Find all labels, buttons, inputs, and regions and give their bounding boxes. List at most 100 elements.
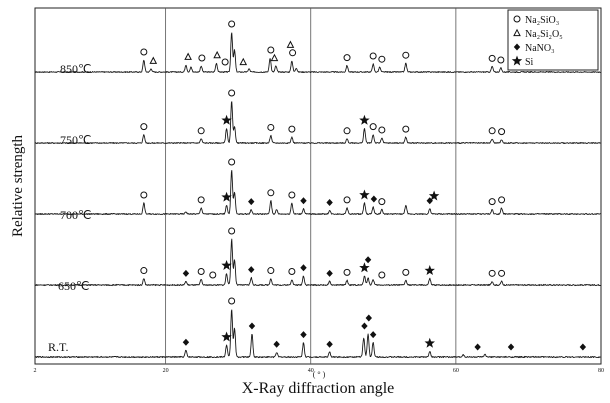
phase-markers [140,20,587,351]
na2sio3-marker [267,123,275,131]
na2si2o5-marker [184,52,192,60]
na2sio3-marker [378,271,386,279]
na2sio3-marker [369,52,377,60]
trace-1 [34,32,601,73]
na2sio3-marker [140,191,148,199]
series-label: 850℃ [60,62,91,76]
si-marker [221,114,232,125]
x-axis-label: X-Ray diffraction angle [242,380,395,397]
na2sio3-marker [369,123,377,131]
na2sio3-marker [228,20,236,28]
na2si2o5-marker [270,53,279,62]
legend-label: Si [525,57,534,68]
legend-label: Na₂SiO₃ [525,15,559,26]
nano3-marker [182,338,190,346]
na2sio3-marker [488,198,496,206]
series-label: 750℃ [60,133,91,147]
x-tick-label: 60 [453,368,459,374]
na2sio3-marker [378,126,386,134]
na2si2o5-marker [286,40,295,48]
na2si2o5-marker [513,28,521,37]
na2sio3-marker [378,198,386,206]
legend-box [507,9,599,71]
nano3-marker [326,269,333,277]
y-axis-label: Relative strength [10,134,26,237]
si-marker [428,190,440,201]
na2sio3-marker [488,127,496,135]
na2sio3-marker [140,48,148,56]
na2sio3-marker [402,268,410,276]
na2sio3-marker [343,196,351,204]
nano3-marker [300,331,307,339]
na2sio3-marker [288,267,296,275]
nano3-marker [326,198,333,206]
nano3-marker [182,269,190,277]
na2sio3-marker [289,49,297,57]
trace-3 [34,169,601,215]
na2sio3-marker [288,191,296,199]
na2sio3-marker [498,269,506,277]
series-label: 650℃ [58,279,89,293]
na2sio3-marker [209,271,217,279]
na2sio3-marker [197,267,205,275]
nano3-marker [507,343,515,351]
si-marker [359,114,370,125]
nano3-marker [370,195,378,203]
na2sio3-marker [267,46,275,54]
nano3-marker [248,266,255,274]
x-axis-ticks: 2 20 40 60 80 [34,368,605,374]
na2si2o5-marker [239,57,248,66]
na2si2o5-marker [149,56,158,64]
na2sio3-marker [343,127,351,135]
nano3-marker [326,340,333,348]
na2sio3-marker [343,268,351,276]
nano3-marker [361,322,368,330]
na2sio3-marker [378,55,386,63]
nano3-marker [579,343,587,351]
si-marker [424,337,435,348]
x-tick-label: 80 [598,368,604,374]
na2sio3-marker [228,297,236,305]
si-marker [359,189,370,200]
na2sio3-marker [197,196,205,204]
nano3-marker [365,314,372,322]
plot-frame [34,7,602,365]
x-tick-label: 40 [308,368,314,374]
legend-label: NaNO₃ [525,43,555,54]
grid-lines [165,8,457,364]
nano3-marker [248,322,256,330]
x-tick-label: 2 [34,368,37,374]
si-marker [511,55,523,66]
na2sio3-marker [288,125,296,133]
x-axis-unit: ( ° ) [313,370,326,379]
series-label: R.T. [48,340,68,354]
na2sio3-marker [343,54,351,62]
nano3-marker [273,340,280,348]
na2sio3-marker [402,125,410,133]
na2sio3-marker [267,189,275,197]
na2sio3-marker [513,15,521,23]
na2sio3-marker [228,89,236,97]
legend: Na₂SiO₃ Na₂Si₂O₅ NaNO₃ Si [507,9,599,71]
series-labels: 850℃ 750℃ 700℃ 650℃ R.T. [48,62,91,354]
x-tick-label: 20 [163,368,169,374]
na2sio3-marker [488,269,496,277]
si-marker [424,265,435,276]
nano3-marker [300,197,307,205]
na2sio3-marker [221,58,229,66]
series-label: 700℃ [60,208,91,222]
na2si2o5-marker [213,50,221,59]
na2sio3-marker [198,54,206,62]
na2sio3-marker [402,51,410,59]
si-marker [221,331,232,342]
na2sio3-marker [140,267,148,275]
na2sio3-marker [497,56,505,64]
nano3-marker [364,256,372,264]
si-marker [221,191,232,202]
na2sio3-marker [228,227,236,235]
trace-5 [34,309,601,359]
na2sio3-marker [488,54,496,62]
nano3-marker [248,198,255,206]
si-marker [359,262,370,273]
